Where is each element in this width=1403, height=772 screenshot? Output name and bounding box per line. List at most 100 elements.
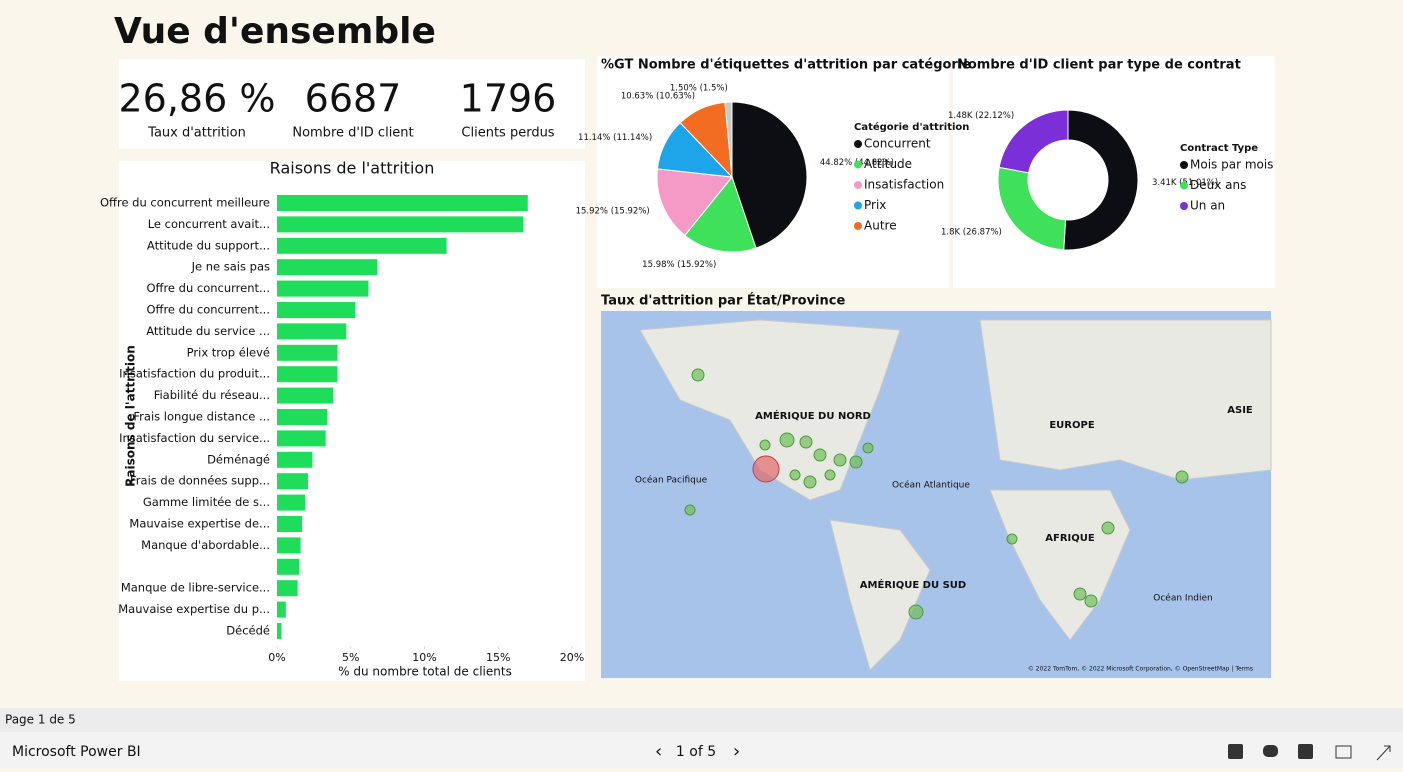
- legend-swatch: [854, 140, 862, 148]
- bubble: [1175, 470, 1189, 484]
- bar: [277, 537, 301, 554]
- kpi-label: Nombre d'ID client: [292, 126, 413, 141]
- page-indicator: Page 1 de 5: [5, 713, 76, 727]
- value-label: 1.48K (22.12%): [948, 111, 1014, 121]
- pager: 1 of 5: [676, 744, 716, 760]
- kpi-value: 6687: [305, 77, 402, 121]
- x-tick-label: 0%: [268, 651, 285, 664]
- legend-swatch: [1180, 161, 1188, 169]
- value-label: 1.50% (1.5%): [670, 84, 728, 94]
- chart-title: Raisons de l'attrition: [270, 159, 435, 178]
- bar: [277, 216, 524, 233]
- bar: [277, 451, 313, 468]
- x-tick-label: 5%: [342, 651, 359, 664]
- bar: [277, 558, 300, 575]
- value-label: 11.14% (11.14%): [578, 133, 652, 143]
- facebook[interactable]: [1228, 744, 1243, 759]
- chart-title: %GT Nombre d'étiquettes d'attrition par …: [601, 58, 971, 73]
- legend-label: Attitude: [864, 157, 912, 171]
- category-label: Déménagé: [207, 452, 270, 466]
- legend-swatch: [1180, 181, 1188, 190]
- category-label: Le concurrent avait...: [148, 217, 270, 231]
- fullscreen[interactable]: [1376, 745, 1391, 761]
- kpi-label: Clients perdus: [461, 126, 554, 141]
- bubble: [813, 448, 827, 462]
- slice: [656, 168, 733, 237]
- bar: [277, 344, 338, 361]
- bottom-bar: [0, 732, 1403, 768]
- slice: [684, 175, 757, 253]
- bar: [277, 409, 328, 425]
- map-title: Taux d'attrition par État/Province: [601, 293, 845, 309]
- legend-swatch: [1180, 202, 1188, 210]
- bar: [277, 195, 528, 211]
- map-label: AFRIQUE: [1045, 533, 1095, 544]
- category-label: Manque d'abordable...: [141, 538, 270, 552]
- legend-label: Autre: [864, 219, 897, 233]
- bubble: [862, 442, 874, 454]
- legend-title: Contract Type: [1180, 143, 1258, 154]
- x-tick-label: 10%: [412, 651, 436, 664]
- legend-label: Deux ans: [1190, 178, 1246, 192]
- legend-label: Concurrent: [864, 137, 931, 151]
- category-label: Offre du concurrent...: [146, 303, 270, 317]
- category-label: Fiabilité du réseau...: [154, 388, 270, 402]
- value-label: 15.98% (15.92%): [642, 260, 716, 270]
- page-title: Vue d'ensemble: [114, 11, 436, 52]
- bubble: [803, 475, 817, 489]
- category-label: Décédé: [226, 624, 270, 638]
- legend-label: Prix: [864, 198, 886, 212]
- map-label: Océan Indien: [1153, 593, 1212, 604]
- value-label: 10.63% (10.63%): [621, 92, 695, 102]
- map-label: ASIE: [1227, 405, 1253, 416]
- slice: [724, 101, 733, 178]
- bar: [277, 323, 347, 340]
- category-label: Mauvaise expertise du p...: [118, 602, 270, 616]
- map-label: EUROPE: [1049, 420, 1094, 431]
- bar: [277, 280, 369, 297]
- bubble: [752, 455, 780, 483]
- prev-page[interactable]: ‹: [655, 741, 662, 762]
- category-label: Frais longue distance ...: [133, 410, 270, 424]
- legend-swatch: [854, 201, 862, 210]
- bar: [277, 580, 298, 597]
- slice: [731, 101, 808, 249]
- page-bar: [0, 708, 1403, 732]
- legend-title: Catégorie d'attrition: [854, 121, 969, 133]
- bubble: [759, 439, 771, 451]
- twitter[interactable]: [1263, 745, 1278, 757]
- bar: [277, 516, 303, 532]
- map-label: Océan Pacifique: [635, 475, 708, 486]
- bubble: [684, 504, 696, 516]
- category-label: Insatisfaction du produit...: [119, 367, 270, 381]
- legend-swatch: [854, 222, 862, 230]
- next-page[interactable]: ›: [733, 741, 740, 762]
- category-label: Frais de données supp...: [130, 474, 270, 488]
- category-label: Je ne sais pas: [191, 260, 270, 274]
- x-axis-label: % du nombre total de clients: [338, 665, 512, 679]
- value-label: 1.8K (26.87%): [941, 227, 1002, 237]
- slice: [998, 109, 1069, 174]
- category-label: Attitude du service ...: [146, 324, 270, 338]
- category-label: Insatisfaction du service...: [119, 431, 270, 445]
- bar: [277, 302, 356, 318]
- chart-title: Nombre d'ID client par type de contrat: [957, 58, 1241, 73]
- legend-swatch: [854, 181, 862, 189]
- map-attribution: © 2022 TomTom, © 2022 Microsoft Corporat…: [1028, 666, 1253, 673]
- bubble: [1006, 533, 1018, 545]
- south-america: [829, 519, 931, 671]
- category-label: Attitude du support...: [147, 238, 270, 252]
- map-label: AMÉRIQUE DU NORD: [755, 409, 871, 422]
- share-icons: [1228, 744, 1391, 761]
- legend-label: Un an: [1190, 199, 1225, 213]
- y-axis-label: Raisons de l'attrition: [124, 345, 138, 487]
- category-label: Prix trop élevé: [187, 345, 270, 359]
- kpi-label: Taux d'attrition: [147, 126, 246, 141]
- bubble: [789, 469, 801, 481]
- linkedin[interactable]: [1298, 744, 1313, 759]
- bubble: [779, 432, 795, 448]
- share[interactable]: [1335, 745, 1352, 759]
- bar: [277, 387, 334, 404]
